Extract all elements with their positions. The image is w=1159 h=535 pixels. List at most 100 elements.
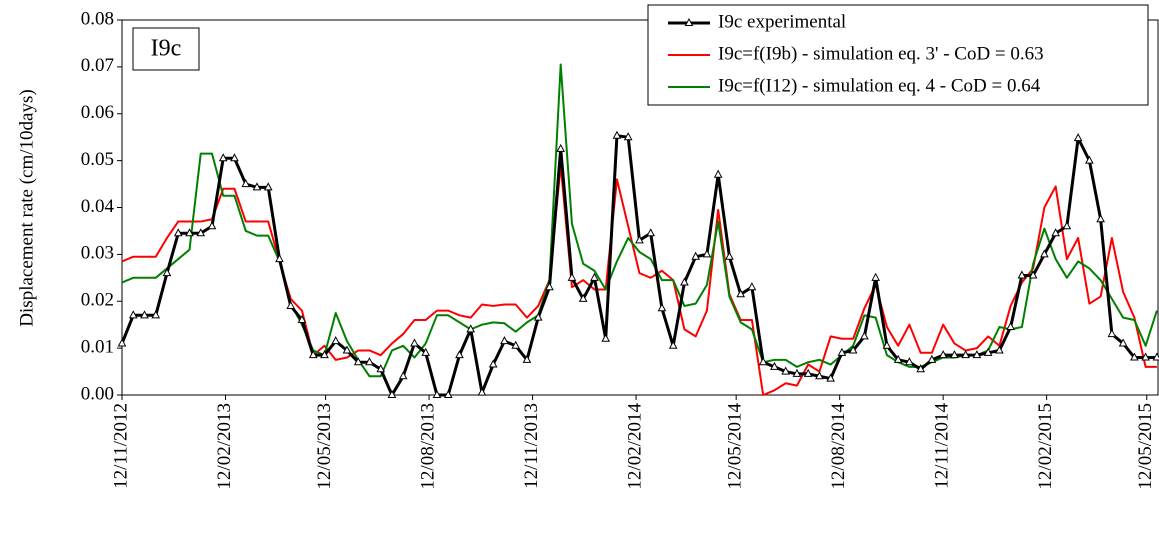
y-tick-label: 0.07	[81, 55, 114, 76]
marker	[927, 354, 937, 363]
x-tick-label: 12/05/2014	[725, 403, 746, 490]
series-line	[120, 134, 1157, 397]
marker	[725, 251, 734, 260]
x-tick-label: 12/05/2013	[314, 403, 335, 490]
marker	[646, 228, 656, 237]
y-tick-label: 0.05	[81, 149, 114, 170]
marker	[376, 364, 386, 373]
marker	[511, 340, 521, 349]
marker	[117, 338, 127, 347]
marker	[635, 235, 644, 244]
marker	[1085, 155, 1094, 164]
marker	[545, 282, 554, 291]
marker	[353, 357, 363, 366]
marker	[151, 310, 161, 319]
marker	[972, 350, 982, 359]
marker	[230, 153, 239, 162]
marker	[792, 368, 802, 377]
marker	[128, 310, 138, 319]
y-tick-label: 0.02	[81, 290, 114, 311]
marker	[522, 354, 532, 363]
marker	[466, 324, 476, 333]
marker	[365, 357, 374, 366]
marker	[432, 389, 442, 398]
x-tick-label: 12/11/2012	[110, 403, 131, 489]
marker	[882, 340, 892, 349]
marker	[196, 228, 206, 237]
marker	[961, 350, 970, 359]
marker	[995, 345, 1004, 354]
series-line	[121, 164, 1157, 396]
marker	[1107, 329, 1117, 338]
marker	[1062, 221, 1072, 230]
marker	[455, 350, 464, 359]
marker	[387, 389, 397, 398]
x-tick-label: 12/08/2014	[828, 403, 849, 490]
marker	[590, 272, 599, 281]
marker	[691, 251, 701, 260]
marker	[1130, 352, 1139, 361]
marker	[241, 179, 251, 188]
marker	[443, 389, 453, 398]
marker	[488, 359, 498, 368]
marker	[297, 314, 307, 323]
marker	[556, 143, 566, 152]
y-tick-label: 0.04	[81, 196, 115, 217]
y-tick-label: 0.01	[81, 336, 114, 357]
x-tick-label: 12/08/2013	[417, 403, 438, 490]
marker	[252, 182, 262, 191]
marker	[477, 387, 487, 396]
marker	[421, 347, 431, 356]
marker	[916, 364, 925, 373]
marker	[826, 373, 836, 382]
marker	[410, 338, 419, 347]
marker	[286, 300, 296, 309]
marker	[173, 228, 183, 237]
marker	[983, 347, 993, 356]
marker	[342, 345, 352, 354]
x-tick-label: 12/02/2014	[624, 403, 645, 490]
marker	[781, 366, 791, 375]
marker	[533, 312, 543, 321]
marker	[218, 153, 228, 162]
marker	[308, 350, 318, 359]
marker	[1118, 338, 1128, 347]
marker	[1040, 249, 1049, 258]
x-tick-label: 12/05/2015	[1135, 403, 1156, 490]
marker	[905, 357, 914, 366]
x-tick-label: 12/02/2013	[214, 403, 235, 490]
marker	[1006, 321, 1015, 331]
marker	[398, 371, 408, 380]
y-tick-label: 0.00	[81, 383, 114, 404]
y-tick-label: 0.08	[81, 8, 114, 29]
marker	[612, 130, 622, 139]
marker	[758, 357, 768, 366]
marker	[680, 277, 689, 286]
x-tick-label: 12/02/2015	[1035, 403, 1056, 490]
legend-label: I9c=f(I9b) - simulation eq. 3' - CoD = 0…	[718, 43, 1044, 64]
marker	[1073, 133, 1083, 142]
marker	[140, 310, 149, 319]
marker	[747, 282, 757, 291]
y-tick-label: 0.06	[81, 102, 114, 123]
marker	[1028, 270, 1038, 279]
legend-box	[647, 4, 1149, 106]
marker	[162, 268, 172, 277]
marker	[185, 228, 194, 237]
marker	[1051, 228, 1060, 237]
marker	[657, 303, 667, 312]
legend-marker	[684, 17, 694, 26]
marker	[713, 169, 723, 178]
marker	[803, 368, 813, 377]
marker	[1096, 214, 1105, 223]
series-line	[121, 63, 1158, 378]
marker	[1141, 352, 1150, 361]
y-axis-label: Displacement rate (cm/10days)	[16, 89, 37, 326]
marker	[837, 347, 847, 356]
legend-label: I9c=f(I12) - simulation eq. 4 - CoD = 0.…	[718, 75, 1041, 96]
marker	[871, 272, 880, 281]
marker	[1017, 270, 1027, 279]
legend-label: I9c experimental	[718, 11, 846, 32]
